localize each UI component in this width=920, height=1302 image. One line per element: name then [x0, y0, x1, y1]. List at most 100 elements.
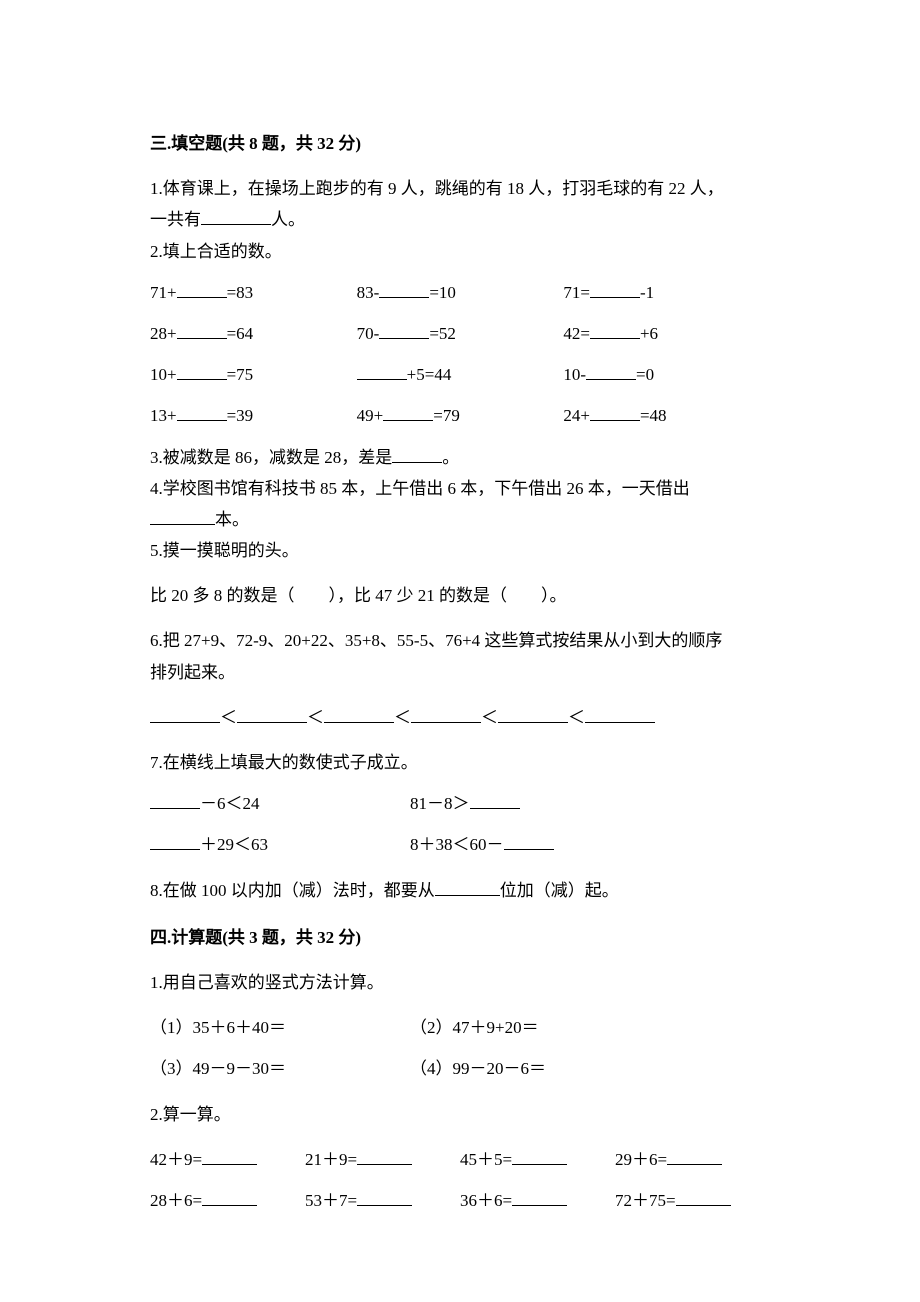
- q3-2-row3: 10+=75 +5=44 10-=0: [150, 361, 770, 388]
- blank: [498, 705, 568, 723]
- cell: －6＜24: [150, 790, 410, 817]
- cell: 72＋75=: [615, 1187, 770, 1214]
- t: 71+: [150, 283, 177, 302]
- t: 81－8＞: [410, 794, 470, 813]
- q3-5: 5.摸一摸聪明的头。: [150, 537, 770, 564]
- q3-1-text-a: 1.体育课上，在操场上跑步的有 9 人，跳绳的有 18 人，打羽毛球的有 22 …: [150, 179, 724, 198]
- cell: 83-=10: [357, 279, 564, 306]
- blank: [586, 362, 636, 380]
- lt: ＜: [481, 708, 498, 727]
- cell: （4）99－20－6＝: [410, 1055, 670, 1082]
- blank: [585, 705, 655, 723]
- q3-6b: 排列起来。: [150, 659, 770, 686]
- cell: 70-=52: [357, 320, 564, 347]
- cell: 8＋38＜60－: [410, 831, 670, 858]
- blank: [379, 321, 429, 339]
- t: 45＋5=: [460, 1150, 512, 1169]
- cell: 10-=0: [563, 361, 770, 388]
- blank: [512, 1147, 567, 1165]
- t: 21＋9=: [305, 1150, 357, 1169]
- blank: [590, 280, 640, 298]
- q3-8-text-a: 8.在做 100 以内加（减）法时，都要从: [150, 881, 435, 900]
- t: =39: [227, 406, 254, 425]
- q3-8: 8.在做 100 以内加（减）法时，都要从位加（减）起。: [150, 877, 770, 904]
- blank: [470, 791, 520, 809]
- cell: 36＋6=: [460, 1187, 615, 1214]
- blank: [512, 1188, 567, 1206]
- q3-1-text-c: 人。: [271, 210, 305, 229]
- q3-2-row4: 13+=39 49+=79 24+=48: [150, 402, 770, 429]
- q3-4-text-a: 4.学校图书馆有科技书 85 本，上午借出 6 本，下午借出 26 本，一天借出: [150, 479, 690, 498]
- cell: 13+ =39: [150, 402, 357, 429]
- q3-2: 2.填上合适的数。: [150, 238, 770, 265]
- lt: ＜: [568, 708, 585, 727]
- q4-1-row1: （1）35＋6＋40＝ （2）47＋9+20＝: [150, 1014, 770, 1041]
- q4-1: 1.用自己喜欢的竖式方法计算。: [150, 969, 770, 996]
- t: 28+: [150, 324, 177, 343]
- t: 83-: [357, 283, 380, 302]
- section-3-title: 三.填空题(共 8 题，共 32 分): [150, 130, 770, 157]
- lt: ＜: [307, 708, 324, 727]
- q3-1: 1.体育课上，在操场上跑步的有 9 人，跳绳的有 18 人，打羽毛球的有 22 …: [150, 175, 770, 202]
- blank: [202, 1147, 257, 1165]
- cell: 71=-1: [563, 279, 770, 306]
- blank: [237, 705, 307, 723]
- t: 42＋9=: [150, 1150, 202, 1169]
- cell: 28＋6=: [150, 1187, 305, 1214]
- blank: [435, 878, 500, 896]
- blank: [201, 207, 271, 225]
- t: 49+: [357, 406, 384, 425]
- lt: ＜: [394, 708, 411, 727]
- cell: 21＋9=: [305, 1146, 460, 1173]
- section-4-title: 四.计算题(共 3 题，共 32 分): [150, 924, 770, 951]
- q3-4: 4.学校图书馆有科技书 85 本，上午借出 6 本，下午借出 26 本，一天借出: [150, 475, 770, 502]
- t: 10+: [150, 365, 177, 384]
- cell: ＋29＜63: [150, 831, 410, 858]
- cell: 29＋6=: [615, 1146, 770, 1173]
- blank: [411, 705, 481, 723]
- blank: [324, 705, 394, 723]
- t: 10-: [563, 365, 586, 384]
- q3-4-text-b: 本。: [215, 510, 249, 529]
- blank: [379, 280, 429, 298]
- t: =52: [429, 324, 456, 343]
- blank: [150, 507, 215, 525]
- cell: 42＋9=: [150, 1146, 305, 1173]
- cell: （3）49－9－30＝: [150, 1055, 410, 1082]
- t: －6＜24: [200, 794, 260, 813]
- t: 36＋6=: [460, 1191, 512, 1210]
- blank: [177, 362, 227, 380]
- blank: [202, 1188, 257, 1206]
- t: 29＋6=: [615, 1150, 667, 1169]
- cell: 71+ =83: [150, 279, 357, 306]
- t: 72＋75=: [615, 1191, 676, 1210]
- blank: [676, 1188, 731, 1206]
- cell: 10+=75: [150, 361, 357, 388]
- q4-2-row1: 42＋9= 21＋9= 45＋5= 29＋6=: [150, 1146, 770, 1173]
- blank: [590, 403, 640, 421]
- q3-2-row2: 28+=64 70-=52 42=+6: [150, 320, 770, 347]
- q3-6a: 6.把 27+9、72-9、20+22、35+8、55-5、76+4 这些算式按…: [150, 627, 770, 654]
- q3-3-text-a: 3.被减数是 86，减数是 28，差是: [150, 448, 392, 467]
- cell: （1）35＋6＋40＝: [150, 1014, 410, 1041]
- cell: +5=44: [357, 361, 564, 388]
- t: =48: [640, 406, 667, 425]
- blank: [177, 280, 227, 298]
- t: +5=44: [407, 365, 452, 384]
- q3-2-row1: 71+ =83 83-=10 71=-1: [150, 279, 770, 306]
- t: 13+: [150, 406, 177, 425]
- q3-6-chain: ＜＜＜＜＜: [150, 704, 770, 731]
- blank: [392, 445, 442, 463]
- cell: 24+=48: [563, 402, 770, 429]
- blank: [590, 321, 640, 339]
- q4-2: 2.算一算。: [150, 1101, 770, 1128]
- t: =64: [227, 324, 254, 343]
- t: 42=: [563, 324, 590, 343]
- q3-1-text-b: 一共有: [150, 210, 201, 229]
- blank: [150, 705, 220, 723]
- t: =83: [227, 283, 254, 302]
- q4-1-row2: （3）49－9－30＝ （4）99－20－6＝: [150, 1055, 770, 1082]
- q3-5-line: 比 20 多 8 的数是（ ），比 47 少 21 的数是（ ）。: [150, 582, 770, 609]
- t: 8＋38＜60－: [410, 835, 504, 854]
- blank: [383, 403, 433, 421]
